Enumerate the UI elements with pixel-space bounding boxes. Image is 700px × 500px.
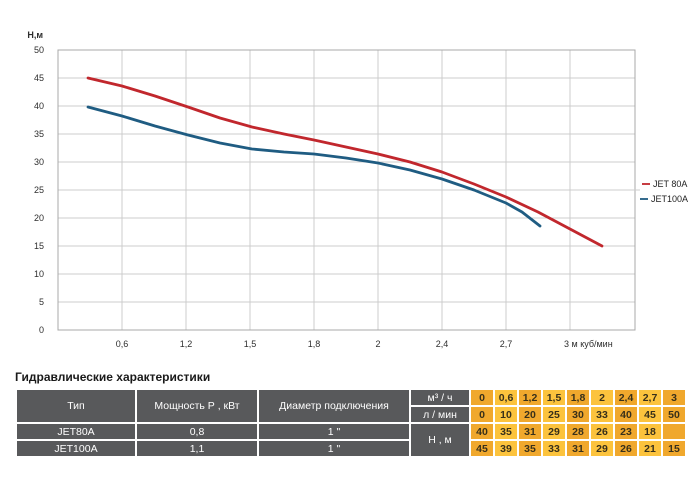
head-unit-label: Н , м xyxy=(411,424,469,456)
power-cell: 1,1 xyxy=(137,441,257,456)
value-cell: 45 xyxy=(471,441,493,456)
pump-curve-chart-area: 50 45 40 35 30 25 20 15 10 5 0 0,6 1,2 1,5 1,8 2 2,4 2,7 3… xyxy=(27,30,688,349)
y-tick-label: 5 xyxy=(39,297,44,307)
x-tick-label: 2 xyxy=(375,339,380,349)
y-tick-label: 35 xyxy=(34,129,44,139)
value-cell: 2,4 xyxy=(615,390,637,405)
power-cell: 0,8 xyxy=(137,424,257,439)
legend-label: JET100A xyxy=(651,194,688,204)
x-tick-label: 1,5 xyxy=(244,339,257,349)
value-cell: 50 xyxy=(663,407,685,422)
value-cell: 45 xyxy=(639,407,661,422)
x-tick-label: 1,8 xyxy=(308,339,321,349)
value-cell: 15 xyxy=(663,441,685,456)
value-cell: 0 xyxy=(471,407,493,422)
value-cell: 1,8 xyxy=(567,390,589,405)
model-name-cell: JET80A xyxy=(17,424,135,439)
value-cell: 20 xyxy=(519,407,541,422)
table-row-flow-m3h: Тип Мощность Р , кВт Диаметр подключения… xyxy=(17,390,685,422)
table-row-flow-lmin: л / мин 0 10 20 25 30 33 40 45 50 xyxy=(17,407,685,422)
value-cell: 3 xyxy=(663,390,685,405)
value-cell: 2 xyxy=(591,390,613,405)
y-axis-label: Н,м xyxy=(27,30,43,40)
model-name-cell: JET100A xyxy=(17,441,135,456)
value-cell: 2,7 xyxy=(639,390,661,405)
value-cell: 33 xyxy=(591,407,613,422)
col-header-type: Тип xyxy=(17,390,135,422)
value-cell: 31 xyxy=(567,441,589,456)
value-cell xyxy=(663,424,685,439)
y-tick-label: 10 xyxy=(34,269,44,279)
x-tick-label: 1,2 xyxy=(180,339,193,349)
value-cell: 29 xyxy=(543,424,565,439)
diameter-cell: 1 " xyxy=(259,441,409,456)
value-cell: 1,5 xyxy=(543,390,565,405)
value-cell: 10 xyxy=(495,407,517,422)
hydraulic-characteristics-section: Гидравлические характеристики Тип Мощнос… xyxy=(15,370,687,458)
y-tick-label: 15 xyxy=(34,241,44,251)
value-cell: 39 xyxy=(495,441,517,456)
value-cell: 33 xyxy=(543,441,565,456)
curve-red-jet100a xyxy=(86,76,604,248)
x-tick-label: 3 м куб/мин xyxy=(564,339,613,349)
y-tick-label: 30 xyxy=(34,157,44,167)
value-cell: 26 xyxy=(591,424,613,439)
value-cell: 25 xyxy=(543,407,565,422)
flow-unit-m3h-label: м³ / ч xyxy=(411,390,469,405)
value-cell: 23 xyxy=(615,424,637,439)
table-row-jet100a: JET100A 1,1 1 " 45 39 35 33 31 29 26 21 15 xyxy=(17,441,685,456)
value-cell: 35 xyxy=(495,424,517,439)
value-cell: 40 xyxy=(615,407,637,422)
value-cell: 18 xyxy=(639,424,661,439)
legend-label: JET 80A xyxy=(653,179,687,189)
value-cell: 31 xyxy=(519,424,541,439)
y-tick-label: 45 xyxy=(34,73,44,83)
x-tick-label: 2,4 xyxy=(436,339,449,349)
value-cell: 29 xyxy=(591,441,613,456)
hydraulic-table: Тип Мощность Р , кВт Диаметр подключения… xyxy=(15,388,687,458)
value-cell: 40 xyxy=(471,424,493,439)
curve-blue-jet80a xyxy=(86,105,542,228)
value-cell: 30 xyxy=(567,407,589,422)
table-title: Гидравлические характеристики xyxy=(15,370,211,384)
value-cell: 21 xyxy=(639,441,661,456)
col-header-power: Мощность Р , кВт xyxy=(137,390,257,422)
col-header-diameter: Диаметр подключения xyxy=(259,390,409,422)
x-tick-label: 0,6 xyxy=(116,339,129,349)
value-cell: 0,6 xyxy=(495,390,517,405)
y-tick-label: 20 xyxy=(34,213,44,223)
diameter-cell: 1 " xyxy=(259,424,409,439)
value-cell: 28 xyxy=(567,424,589,439)
value-cell: 35 xyxy=(519,441,541,456)
table-row-jet80a: JET80A 0,8 1 " Н , м 40 35 31 29 28 26 23 18 xyxy=(17,424,685,456)
flow-unit-lmin-label: л / мин xyxy=(411,407,469,422)
value-cell: 1,2 xyxy=(519,390,541,405)
value-cell: 0 xyxy=(471,390,493,405)
y-tick-label: 50 xyxy=(34,45,44,55)
y-tick-label: 25 xyxy=(34,185,44,195)
y-tick-label: 40 xyxy=(34,101,44,111)
x-tick-label: 2,7 xyxy=(500,339,513,349)
y-tick-label: 0 xyxy=(39,325,44,335)
value-cell: 26 xyxy=(615,441,637,456)
